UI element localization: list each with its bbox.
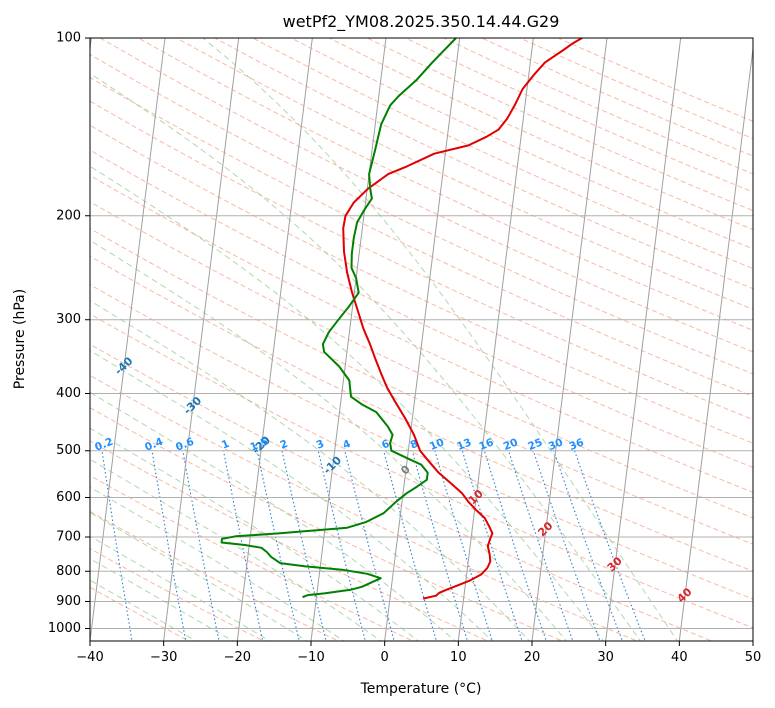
- x-tick-label: 30: [597, 650, 614, 665]
- mixing-ratio-label: 8: [409, 438, 420, 452]
- dry-adiabat: [90, 201, 753, 519]
- y-tick-label: 100: [56, 31, 81, 46]
- isotherm-line: [236, 38, 313, 641]
- isotherm-line: [163, 38, 240, 641]
- y-tick-label: 1000: [48, 621, 81, 636]
- mixing-ratio-label: 1: [220, 438, 231, 452]
- mixing-ratio-line: [281, 450, 327, 641]
- mixing-ratio-line: [182, 450, 220, 641]
- y-tick-label: 900: [56, 594, 81, 609]
- mixing-ratio-label: 3: [315, 438, 326, 452]
- mixing-ratio-line: [383, 450, 437, 641]
- mixing-ratio-line: [553, 450, 623, 641]
- mixing-ratio-line: [461, 450, 523, 641]
- dry-adiabat: [138, 38, 753, 331]
- dry-adiabat: [90, 255, 753, 572]
- dry-adiabat: [214, 38, 753, 290]
- y-tick-label: 700: [56, 530, 81, 545]
- isotherm-line: [384, 38, 461, 641]
- dry-adiabat: [90, 343, 714, 641]
- y-axis-label: Pressure (hPa): [12, 289, 28, 389]
- plot-frame: [89, 37, 754, 642]
- dry-adiabat: [176, 38, 753, 310]
- dry-adiabat: [90, 53, 753, 375]
- x-tick-label: 20: [524, 650, 541, 665]
- mixing-ratio-label: 16: [477, 436, 495, 453]
- y-tick-label: 300: [56, 312, 81, 327]
- mixing-ratio-line: [532, 450, 601, 641]
- isotherm-line: [457, 38, 534, 641]
- isotherm-line: [90, 38, 166, 641]
- mixing-ratio-line: [344, 450, 395, 641]
- plot-area: -100-90-80-70-60-50-40-30-20-100.10.20.4…: [90, 38, 753, 641]
- mixing-ratio-label: 20: [502, 436, 520, 453]
- x-axis-ticks: −40 −30 −20 −10 0 10 20 30 40 50: [76, 641, 761, 665]
- y-tick-label: 400: [56, 386, 81, 401]
- mixing-ratio-label: 36: [568, 436, 586, 453]
- mixing-ratio-label: 6: [380, 438, 391, 452]
- dry-adiabat: [90, 76, 753, 397]
- y-axis-ticks: 100 200 300 400 500 600 700 800 900 1000: [48, 31, 90, 636]
- pressure-gridlines: [90, 38, 753, 629]
- x-tick-label: 0: [381, 650, 389, 665]
- mixing-ratio-line: [483, 450, 547, 641]
- x-tick-label: −40: [76, 650, 103, 665]
- temperature-profile-line: [342, 38, 583, 600]
- mixing-ratio-label: 4: [341, 438, 352, 452]
- isotherm-line: [678, 44, 753, 641]
- mixing-ratio-label: 13: [455, 436, 473, 453]
- y-tick-label: 600: [56, 490, 81, 505]
- x-tick-label: −10: [297, 650, 324, 665]
- mixing-ratio-line: [256, 450, 300, 641]
- x-axis-label: Temperature (°C): [360, 681, 482, 697]
- isotherms: [90, 38, 753, 641]
- isotherm-line: [310, 38, 387, 641]
- mixing-ratio-line: [508, 450, 574, 641]
- chart-title: wetPf2_YM08.2025.350.14.44.G29: [283, 12, 560, 32]
- y-tick-label: 800: [56, 564, 81, 579]
- mixing-ratio-label: 30: [547, 436, 565, 453]
- isotherm-line: [531, 38, 608, 641]
- isotherm-line: [605, 38, 682, 641]
- mixing-ratio-label: 2: [278, 438, 289, 452]
- dry-adiabat: [90, 407, 564, 641]
- profile-series: [220, 38, 583, 600]
- mixing-ratio-line: [574, 450, 646, 641]
- y-tick-label: 200: [56, 208, 81, 223]
- x-tick-label: −20: [224, 650, 251, 665]
- x-tick-label: 50: [745, 650, 762, 665]
- x-tick-label: 40: [671, 650, 688, 665]
- mixing-ratio-label: 25: [526, 436, 544, 453]
- y-tick-label: 500: [56, 443, 81, 458]
- dry-adiabat: [99, 38, 753, 353]
- moist-adiabat: [90, 300, 531, 641]
- dry-adiabat: [90, 100, 753, 421]
- mixing-ratio-line: [151, 450, 187, 641]
- x-tick-label: 10: [450, 650, 467, 665]
- dry-adiabat: [90, 228, 753, 545]
- dewpoint-profile-line: [220, 38, 457, 599]
- mixing-ratio-line: [317, 450, 366, 641]
- mixing-ratio-label: 10: [428, 436, 446, 453]
- mixing-ratio-line: [434, 450, 493, 641]
- x-tick-label: −30: [150, 650, 177, 665]
- dry-adiabat: [90, 175, 753, 493]
